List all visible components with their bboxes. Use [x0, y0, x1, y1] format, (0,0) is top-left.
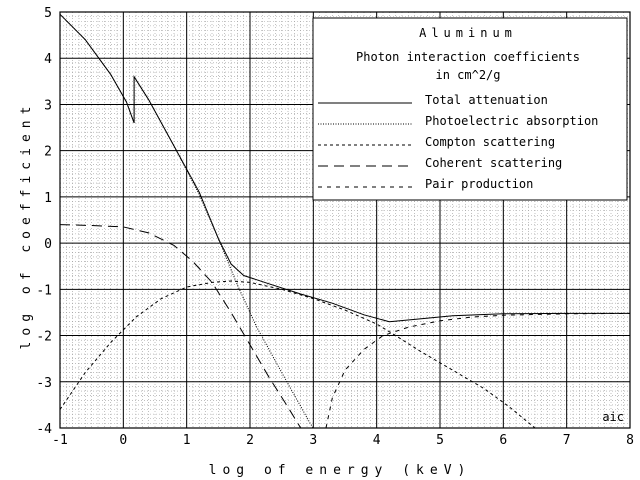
x-tick-label: 2 — [246, 433, 254, 448]
x-tick-label: 4 — [373, 433, 381, 448]
y-tick-label: 4 — [44, 52, 52, 67]
x-axis-label: log of energy (keV) — [209, 463, 472, 478]
legend-label: Photoelectric absorption — [425, 114, 598, 128]
series-line-0 — [59, 13, 630, 323]
plot-border — [59, 11, 631, 429]
y-tick-label: 2 — [44, 145, 52, 160]
legend-label: Pair production — [425, 177, 533, 191]
x-tick-label: 1 — [183, 433, 191, 448]
x-tick-labels: -1 0 1 2 3 4 5 6 7 8 — [52, 433, 634, 448]
series-line-1 — [59, 13, 314, 429]
y-tick-labels: 5 4 3 2 1 0 -1 -2 -3 -4 — [36, 6, 52, 437]
y-tick-label: -4 — [36, 422, 52, 437]
legend-label: Compton scattering — [425, 135, 555, 149]
legend: Aluminum Photon interaction coefficients… — [312, 17, 628, 201]
y-tick-label: 1 — [44, 191, 52, 206]
plot-frame — [59, 11, 631, 429]
legend-label: Total attenuation — [425, 93, 548, 107]
legend-subtitle-1: Photon interaction coefficients — [356, 50, 580, 64]
x-tick-label: 8 — [626, 433, 634, 448]
y-tick-label: -2 — [36, 330, 52, 345]
x-tick-label: 7 — [563, 433, 571, 448]
plot-curves — [59, 13, 631, 429]
y-tick-label: 5 — [44, 6, 52, 21]
y-tick-label: 3 — [44, 98, 52, 113]
x-tick-label: 3 — [309, 433, 317, 448]
x-tick-label: 0 — [119, 433, 127, 448]
legend-title: Aluminum — [419, 26, 517, 40]
x-tick-label: 5 — [436, 433, 444, 448]
y-tick-label: 0 — [44, 237, 52, 252]
legend-subtitle-2: in cm^2/g — [435, 68, 500, 82]
y-tick-label: -3 — [36, 376, 52, 391]
legend-label: Coherent scattering — [425, 156, 562, 170]
corner-annotation: aic — [602, 410, 624, 424]
legend-box — [312, 17, 628, 201]
y-tick-label: -1 — [36, 283, 52, 298]
legend-items: Total attenuation Photoelectric absorptio… — [318, 93, 598, 191]
x-tick-label: 6 — [499, 433, 507, 448]
x-tick-label: -1 — [52, 433, 68, 448]
y-axis-label: log of coefficient — [19, 101, 34, 350]
